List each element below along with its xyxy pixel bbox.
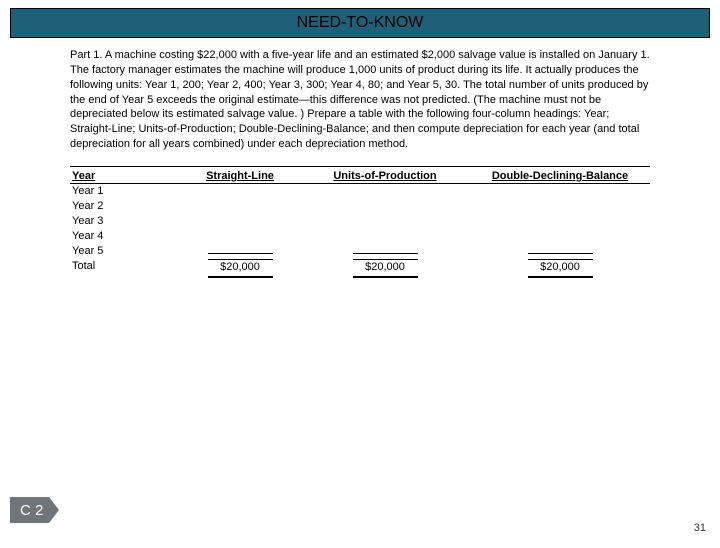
table-row: Year 4 bbox=[70, 229, 650, 244]
cell-year: Year 5 bbox=[70, 244, 180, 259]
content: Part 1. A machine costing $22,000 with a… bbox=[0, 38, 720, 274]
problem-text: Part 1. A machine costing $22,000 with a… bbox=[70, 48, 650, 152]
table-header-row: Year Straight-Line Units-of-Production D… bbox=[70, 166, 650, 184]
table-total-row: Total $20,000 $20,000 $20,000 bbox=[70, 259, 650, 274]
header-bar: NEED-TO-KNOW bbox=[10, 8, 710, 38]
cell-year: Year 3 bbox=[70, 214, 180, 229]
total-label: Total bbox=[70, 259, 180, 274]
table-row: Year 2 bbox=[70, 199, 650, 214]
depreciation-table: Year Straight-Line Units-of-Production D… bbox=[70, 166, 650, 274]
badge-arrow-icon bbox=[49, 497, 59, 523]
header-units-of-production: Units-of-Production bbox=[300, 167, 470, 183]
table-row: Year 5 bbox=[70, 244, 650, 259]
total-uop: $20,000 bbox=[353, 259, 418, 278]
header-straight-line: Straight-Line bbox=[180, 167, 300, 183]
table-row: Year 1 bbox=[70, 184, 650, 199]
total-sl: $20,000 bbox=[208, 259, 273, 278]
chapter-badge: C 2 bbox=[10, 497, 59, 523]
badge-label: C 2 bbox=[10, 497, 49, 523]
table-row: Year 3 bbox=[70, 214, 650, 229]
total-ddb: $20,000 bbox=[528, 259, 593, 278]
slide-number: 31 bbox=[694, 522, 706, 534]
header-year: Year bbox=[70, 167, 180, 183]
cell-year: Year 4 bbox=[70, 229, 180, 244]
header-double-declining: Double-Declining-Balance bbox=[470, 167, 650, 183]
cell-year: Year 1 bbox=[70, 184, 180, 199]
header-title: NEED-TO-KNOW bbox=[297, 14, 424, 32]
cell-year: Year 2 bbox=[70, 199, 180, 214]
